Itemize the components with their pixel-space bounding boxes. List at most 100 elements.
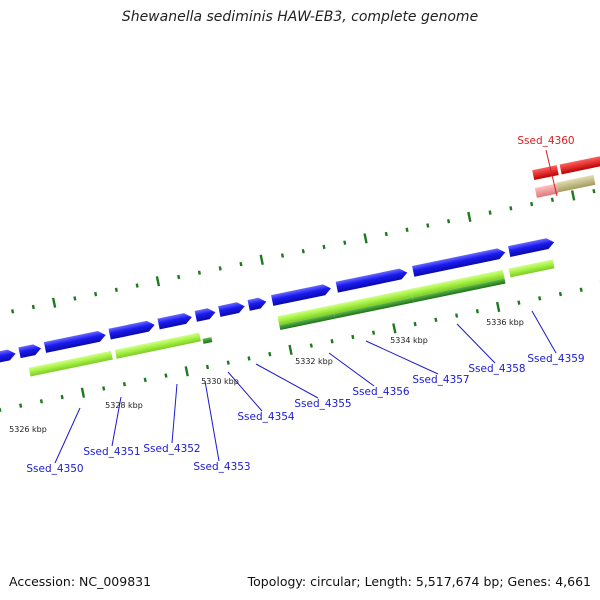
scale-tick [177, 274, 181, 280]
scale-label: 5332 kbp [295, 357, 333, 366]
label-connector [255, 363, 319, 399]
cds-feature [108, 320, 155, 340]
label-connector [545, 149, 558, 197]
scale-tick [155, 276, 161, 287]
scale-tick [184, 366, 189, 377]
highlight-gene [532, 165, 559, 181]
gene-label: Ssed_4354 [237, 411, 295, 423]
backbone-line [0, 218, 600, 386]
scale-tick [538, 296, 542, 301]
cds-feature [335, 268, 408, 293]
gene-label: Ssed_4350 [26, 463, 83, 475]
scale-tick [301, 249, 305, 254]
label-connector [111, 396, 122, 447]
gene-label: Ssed_4355 [294, 398, 351, 410]
rna-feature [277, 304, 335, 326]
scale-tick [330, 339, 334, 344]
scale-tick [579, 287, 583, 292]
rna-feature-dark [279, 313, 336, 331]
scale-tick [39, 399, 43, 404]
scale-tick [247, 356, 251, 361]
olive-feature [556, 174, 596, 193]
gene-label: Ssed_4360 [517, 135, 574, 147]
highlight-gene [559, 156, 600, 175]
rna-feature [410, 269, 505, 298]
label-connector [531, 310, 557, 354]
gene-label: Ssed_4351 [83, 446, 140, 458]
scale-tick [426, 223, 430, 228]
label-connector [365, 340, 439, 375]
scale-tick [73, 296, 77, 301]
scale-tick [322, 244, 326, 250]
scale-tick [288, 344, 293, 355]
scale-ticks [0, 188, 600, 413]
scale-tick [467, 211, 472, 223]
gene-label: Ssed_4359 [527, 353, 584, 365]
scale-tick [31, 304, 35, 310]
cds-feature [194, 308, 216, 322]
scale-tick [372, 330, 376, 335]
scale-tick [60, 394, 64, 400]
rna-feature-dark [202, 337, 213, 344]
cds-feature [43, 330, 106, 353]
cds-feature [218, 302, 245, 317]
cds-feature [18, 344, 42, 359]
scale-tick [197, 270, 202, 275]
label-connector [328, 352, 375, 387]
scale-tick [475, 309, 479, 314]
rna-feature [114, 332, 201, 359]
scale-tick [164, 373, 168, 378]
scale-tick [351, 334, 355, 340]
scale-tick [239, 261, 243, 267]
scale-tick [558, 291, 563, 297]
annotation-labels: 5326 kbp 5328 kbp 5330 kbp 5332 kbp 5334 kbp… [9, 135, 584, 475]
scale-tick [280, 253, 285, 258]
scale-tick [309, 343, 313, 348]
label-connector [54, 407, 81, 464]
scale-tick [11, 309, 15, 314]
scale-tick [94, 291, 98, 297]
scale-tick [570, 190, 576, 201]
rna-feature-dark [334, 297, 414, 319]
scale-tick [392, 323, 397, 334]
scale-label: 5326 kbp [9, 425, 47, 434]
scale-tick [102, 386, 106, 391]
scale-tick [80, 387, 86, 398]
gene-label: Ssed_4353 [193, 461, 250, 473]
scale-tick [384, 231, 388, 237]
scale-tick [405, 227, 409, 232]
gene-label: Ssed_4358 [468, 363, 525, 375]
scale-tick [446, 218, 451, 224]
scale-tick [226, 360, 230, 365]
cds-feature [271, 284, 331, 306]
genome-track [0, 156, 600, 413]
scale-tick [455, 313, 459, 318]
scale-tick [343, 240, 347, 245]
scale-tick [135, 283, 139, 288]
rna-feature [332, 288, 413, 314]
cds-feature [157, 313, 192, 330]
scale-tick [19, 403, 23, 408]
label-connectors [54, 149, 558, 464]
scale-label: 5330 kbp [201, 377, 239, 386]
rna-feature [508, 259, 555, 278]
gene-label: Ssed_4356 [352, 386, 410, 398]
scale-tick [509, 206, 513, 211]
scale-label: 5336 kbp [486, 318, 524, 327]
scale-tick [218, 266, 222, 271]
scale-tick [530, 201, 534, 207]
scale-tick [51, 297, 57, 308]
label-connector [456, 323, 496, 364]
scale-tick [114, 287, 118, 293]
scale-tick [268, 351, 272, 357]
scale-tick [205, 364, 210, 370]
scale-tick [0, 407, 2, 413]
gene-label: Ssed_4352 [143, 443, 200, 455]
scale-tick [143, 377, 147, 383]
genome-summary: Topology: circular; Length: 5,517,674 bp… [247, 574, 591, 589]
cds-feature [412, 248, 506, 277]
scale-tick [517, 300, 521, 305]
cds-feature [0, 349, 16, 369]
cds-feature [247, 297, 267, 311]
scale-tick [413, 321, 417, 327]
